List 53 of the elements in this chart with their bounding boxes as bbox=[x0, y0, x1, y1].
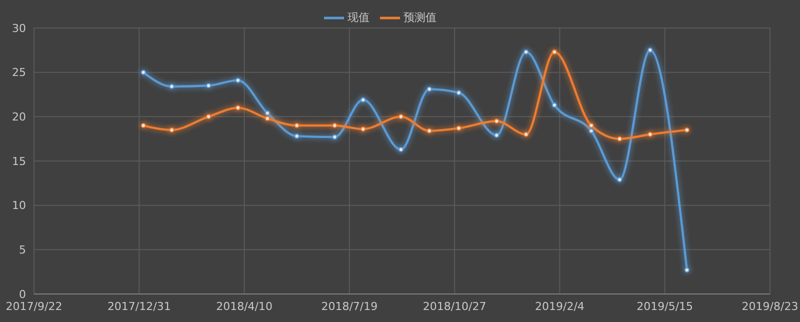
y-tick-label: 20 bbox=[12, 110, 26, 124]
point bbox=[648, 48, 653, 53]
point bbox=[588, 128, 594, 134]
point bbox=[264, 110, 270, 116]
y-tick-label: 25 bbox=[12, 66, 26, 80]
y-tick-label: 15 bbox=[12, 154, 26, 168]
point bbox=[552, 49, 557, 54]
point bbox=[684, 268, 690, 273]
point bbox=[235, 78, 240, 83]
x-tick-label: 2019/2/4 bbox=[535, 300, 584, 313]
point bbox=[617, 177, 622, 182]
point bbox=[456, 90, 462, 96]
point bbox=[169, 127, 174, 132]
point bbox=[140, 123, 146, 128]
x-tick-label: 2017/12/31 bbox=[107, 300, 171, 313]
point bbox=[524, 132, 529, 137]
point bbox=[140, 70, 146, 75]
point bbox=[294, 134, 300, 139]
point bbox=[494, 118, 500, 124]
y-tick-label: 10 bbox=[12, 199, 26, 212]
x-tick-label: 2017/9/22 bbox=[6, 300, 62, 313]
point bbox=[360, 126, 366, 132]
point bbox=[494, 132, 500, 138]
point bbox=[169, 84, 174, 90]
point bbox=[206, 114, 212, 120]
point bbox=[332, 134, 338, 140]
point bbox=[206, 83, 212, 88]
y-tick-label: 5 bbox=[19, 244, 26, 257]
point bbox=[360, 97, 366, 102]
x-tick-label: 2019/8/23 bbox=[742, 300, 798, 313]
point bbox=[552, 102, 557, 108]
point bbox=[524, 49, 529, 54]
point bbox=[456, 126, 462, 131]
y-tick-label: 0 bbox=[19, 288, 26, 301]
legend-label: 预测值 bbox=[404, 11, 436, 24]
point bbox=[332, 123, 338, 128]
x-tick-label: 2018/7/19 bbox=[321, 300, 378, 313]
point bbox=[617, 136, 622, 142]
point bbox=[235, 105, 240, 110]
point bbox=[294, 123, 300, 128]
point bbox=[426, 86, 432, 92]
point bbox=[588, 123, 594, 128]
point bbox=[426, 128, 432, 134]
legend-label: 现值 bbox=[348, 11, 370, 24]
point bbox=[398, 114, 404, 120]
x-tick-label: 2018/4/10 bbox=[216, 300, 272, 313]
x-tick-label: 2018/10/27 bbox=[422, 300, 486, 313]
point bbox=[398, 146, 404, 152]
point bbox=[684, 127, 690, 132]
y-tick-label: 30 bbox=[12, 22, 26, 35]
point bbox=[648, 132, 653, 137]
x-tick-label: 2019/5/15 bbox=[636, 300, 694, 313]
point bbox=[264, 116, 270, 121]
